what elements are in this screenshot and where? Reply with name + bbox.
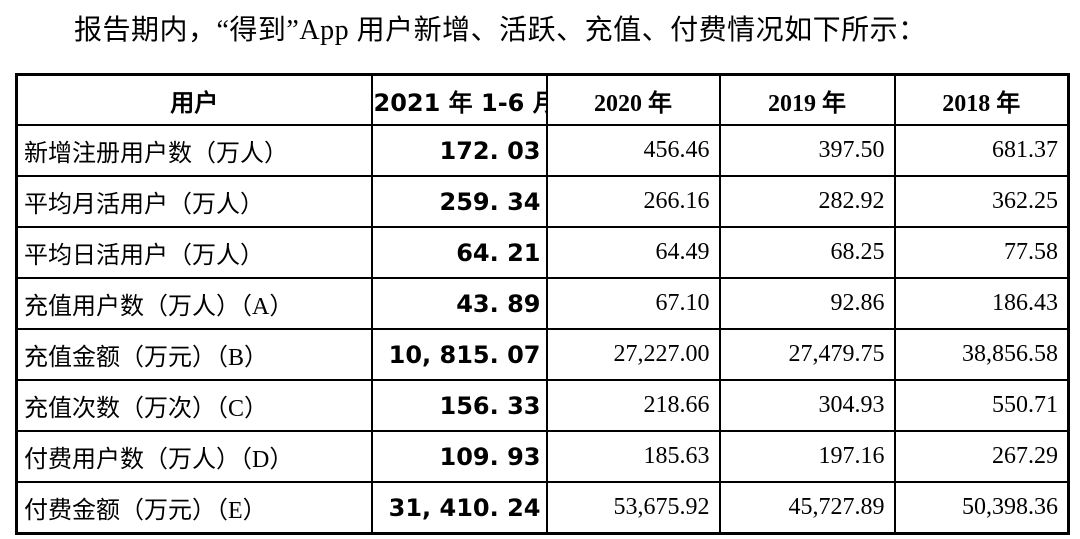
value-2021h1: 43. 89 [370, 277, 548, 330]
row-label: 平均日活用户（万人） [15, 226, 373, 279]
row-label: 付费用户数（万人）（D） [15, 430, 373, 483]
value-2020: 64.49 [545, 226, 721, 279]
value-2020: 218.66 [545, 379, 721, 432]
report-intro-text: 报告期内，“得到”App 用户新增、活跃、充值、付费情况如下所示： [74, 15, 927, 46]
table-row: 平均月活用户（万人） 259. 34 266.16 282.92 362.25 [15, 175, 1070, 228]
value-2021h1: 64. 21 [370, 226, 548, 279]
value-2021h1: 109. 93 [370, 430, 548, 483]
value-2021h1: 31, 410. 24 [370, 481, 548, 535]
value-2019: 282.92 [718, 175, 896, 228]
value-2019: 92.86 [718, 277, 896, 330]
row-label: 付费金额（万元）（E） [15, 481, 373, 535]
table-row: 平均日活用户（万人） 64. 21 64.49 68.25 77.58 [15, 226, 1070, 279]
row-label: 充值用户数（万人）（A） [15, 277, 373, 330]
column-header-2021h1: 2021 年 1-6 月 [370, 73, 548, 126]
user-metrics-table: 用户 2021 年 1-6 月 2020 年 2019 年 2018 年 新增注… [15, 73, 1070, 535]
row-label: 平均月活用户（万人） [15, 175, 373, 228]
table-row: 新增注册用户数（万人） 172. 03 456.46 397.50 681.37 [15, 124, 1070, 177]
value-2018: 550.71 [893, 379, 1070, 432]
value-2019: 27,479.75 [718, 328, 896, 381]
value-2018: 681.37 [893, 124, 1070, 177]
value-2018: 77.58 [893, 226, 1070, 279]
table-row: 付费用户数（万人）（D） 109. 93 185.63 197.16 267.2… [15, 430, 1070, 483]
row-label: 新增注册用户数（万人） [15, 124, 373, 177]
value-2018: 50,398.36 [893, 481, 1070, 535]
value-2021h1: 172. 03 [370, 124, 548, 177]
value-2020: 456.46 [545, 124, 721, 177]
value-2021h1: 10, 815. 07 [370, 328, 548, 381]
value-2018: 362.25 [893, 175, 1070, 228]
value-2018: 38,856.58 [893, 328, 1070, 381]
value-2021h1: 156. 33 [370, 379, 548, 432]
column-header-2018: 2018 年 [893, 73, 1070, 126]
value-2020: 67.10 [545, 277, 721, 330]
value-2019: 197.16 [718, 430, 896, 483]
value-2020: 266.16 [545, 175, 721, 228]
table-row: 付费金额（万元）（E） 31, 410. 24 53,675.92 45,727… [15, 481, 1070, 535]
value-2020: 27,227.00 [545, 328, 721, 381]
column-header-user: 用户 [15, 73, 373, 126]
value-2019: 45,727.89 [718, 481, 896, 535]
value-2020: 53,675.92 [545, 481, 721, 535]
value-2018: 267.29 [893, 430, 1070, 483]
value-2019: 397.50 [718, 124, 896, 177]
table-row: 充值金额（万元）（B） 10, 815. 07 27,227.00 27,479… [15, 328, 1070, 381]
table-row: 充值次数（万次）（C） 156. 33 218.66 304.93 550.71 [15, 379, 1070, 432]
value-2018: 186.43 [893, 277, 1070, 330]
row-label: 充值次数（万次）（C） [15, 379, 373, 432]
table-row: 充值用户数（万人）（A） 43. 89 67.10 92.86 186.43 [15, 277, 1070, 330]
value-2019: 68.25 [718, 226, 896, 279]
row-label: 充值金额（万元）（B） [15, 328, 373, 381]
column-header-2019: 2019 年 [718, 73, 896, 126]
value-2021h1: 259. 34 [370, 175, 548, 228]
table-header-row: 用户 2021 年 1-6 月 2020 年 2019 年 2018 年 [15, 73, 1070, 126]
value-2020: 185.63 [545, 430, 721, 483]
value-2019: 304.93 [718, 379, 896, 432]
column-header-2020: 2020 年 [545, 73, 721, 126]
